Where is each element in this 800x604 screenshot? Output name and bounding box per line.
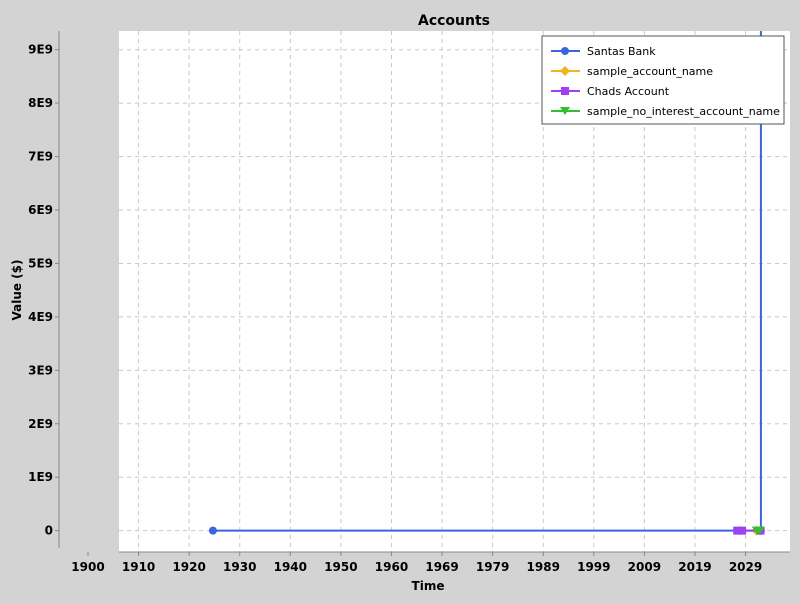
x-tick-label: 1930 bbox=[223, 560, 256, 574]
x-tick-label: 1989 bbox=[527, 560, 560, 574]
y-tick-label: 5E9 bbox=[28, 256, 53, 270]
data-point bbox=[754, 526, 765, 535]
legend-swatch-marker bbox=[561, 47, 569, 55]
y-tick-label: 7E9 bbox=[28, 150, 53, 164]
legend-item: Chads Account bbox=[551, 85, 670, 98]
chart-title: Accounts bbox=[418, 13, 490, 29]
x-tick-label: 1920 bbox=[172, 560, 205, 574]
legend-swatch-marker bbox=[561, 87, 569, 95]
series-layer bbox=[208, 31, 766, 536]
series-3 bbox=[751, 526, 765, 535]
legend-item: sample_no_interest_account_name bbox=[551, 105, 780, 118]
data-point bbox=[208, 526, 217, 535]
x-tick-label: 1950 bbox=[324, 560, 357, 574]
x-tick-label: 2029 bbox=[729, 560, 762, 574]
x-tick-label: 1910 bbox=[122, 560, 155, 574]
legend-swatch-marker bbox=[560, 66, 570, 76]
y-tick-label: 8E9 bbox=[28, 96, 53, 110]
y-axis-ticks: 0 1E9 2E9 3E9 4E9 5E9 6E9 7E9 8E9 9E9 bbox=[28, 43, 59, 538]
x-tick-label: 1900 bbox=[71, 560, 104, 574]
grid-lines bbox=[119, 31, 790, 552]
legend-item: Santas Bank bbox=[551, 45, 656, 58]
y-tick-label: 2E9 bbox=[28, 417, 53, 431]
y-tick-label: 4E9 bbox=[28, 310, 53, 324]
x-tick-label: 1969 bbox=[425, 560, 458, 574]
y-tick-label: 0 bbox=[45, 524, 53, 538]
legend-label: Chads Account bbox=[587, 85, 670, 98]
y-axis-label: Value ($) bbox=[10, 259, 24, 320]
x-tick-label: 2019 bbox=[678, 560, 711, 574]
x-tick-label: 1979 bbox=[476, 560, 509, 574]
legend-box bbox=[541, 35, 785, 125]
y-tick-label: 1E9 bbox=[28, 470, 53, 484]
x-tick-label: 2009 bbox=[628, 560, 661, 574]
x-axis-ticks: 1900 1910 1920 1930 1940 1950 1960 1969 1979 1989… bbox=[71, 552, 762, 574]
legend-items: Santas Bank sample_account_name Chads Acco… bbox=[551, 45, 780, 118]
y-tick-label: 9E9 bbox=[28, 43, 53, 57]
legend-label: sample_account_name bbox=[587, 65, 713, 78]
legend-item: sample_account_name bbox=[551, 65, 713, 78]
legend: Santas Bank sample_account_name Chads Acco… bbox=[541, 35, 785, 125]
data-point bbox=[733, 526, 742, 535]
data-point bbox=[738, 526, 747, 535]
x-axis-label: Time bbox=[412, 579, 445, 593]
x-tick-label: 1940 bbox=[274, 560, 307, 574]
y-tick-label: 6E9 bbox=[28, 203, 53, 217]
legend-label: Santas Bank bbox=[587, 45, 656, 58]
legend-label: sample_no_interest_account_name bbox=[587, 105, 780, 118]
legend-swatch-marker bbox=[560, 107, 570, 115]
y-tick-label: 3E9 bbox=[28, 363, 53, 377]
x-tick-label: 1999 bbox=[577, 560, 610, 574]
x-tick-label: 1960 bbox=[375, 560, 408, 574]
